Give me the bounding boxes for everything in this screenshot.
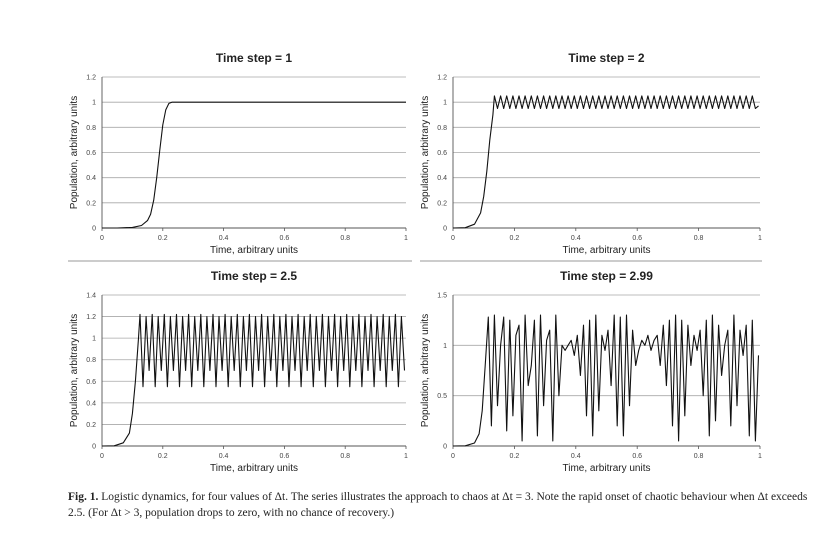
panel-1-y-axis-label: Population, arbitrary units <box>69 96 80 209</box>
panel-1-ytick-label: 0.6 <box>86 150 96 157</box>
panel-2-x-axis-label: Time, arbitrary units <box>563 245 651 256</box>
panel-4-x-axis-label: Time, arbitrary units <box>563 463 651 474</box>
panel-1-xtick-label: 0 <box>100 235 104 242</box>
panel-4-xtick-label: 0.8 <box>694 453 704 460</box>
panel-4-xtick-label: 0.2 <box>510 453 520 460</box>
panel-1-ytick-label: 0.8 <box>86 125 96 132</box>
panel-2-y-axis-label: Population, arbitrary units <box>420 96 431 209</box>
panel-2-xtick-label: 0.8 <box>694 235 704 242</box>
panel-3-series-line <box>101 313 406 447</box>
panel-3-xtick-label: 0.2 <box>158 453 168 460</box>
panel-3-ytick-label: 0.2 <box>86 422 96 429</box>
panel-3-ytick-label: 0.4 <box>86 400 96 407</box>
caption-label: Fig. 1. <box>68 491 99 503</box>
panel-4-ytick-label: 0 <box>443 444 447 451</box>
panel-4-xtick-label: 0.4 <box>571 453 581 460</box>
panel-2-xtick-label: 1 <box>758 235 762 242</box>
panel-4-title: Time step = 2.99 <box>560 269 653 283</box>
panel-1-ytick-label: 0.4 <box>86 175 96 182</box>
panel-2-ytick-label: 0.6 <box>437 150 447 157</box>
panel-4-ytick-label: 0.5 <box>437 393 447 400</box>
panel-2-xtick-label: 0.6 <box>632 235 642 242</box>
panel-1-xtick-label: 0.2 <box>158 235 168 242</box>
panel-1-title: Time step = 1 <box>216 51 292 65</box>
panel-4-xtick-label: 0 <box>451 453 455 460</box>
panel-3-x-axis-label: Time, arbitrary units <box>210 463 298 474</box>
panel-1-xtick-label: 0.6 <box>280 235 290 242</box>
panel-1-ytick-label: 1.2 <box>86 75 96 82</box>
panel-1-x-axis-label: Time, arbitrary units <box>210 245 298 256</box>
panel-3-xtick-label: 0 <box>100 453 104 460</box>
panel-2-series-line <box>452 95 759 229</box>
panel-1-ytick-label: 0.2 <box>86 200 96 207</box>
panel-2-ytick-label: 0.4 <box>437 175 447 182</box>
panel-1-ytick-label: 0 <box>92 226 96 233</box>
panel-1-ytick-label: 1 <box>92 100 96 107</box>
caption-text: Logistic dynamics, for four values of Δt… <box>68 491 808 519</box>
panel-3-xtick-label: 0.8 <box>340 453 350 460</box>
panel-4-xtick-label: 0.6 <box>632 453 642 460</box>
panel-1-xtick-label: 0.4 <box>219 235 229 242</box>
figure-caption: Fig. 1. Logistic dynamics, for four valu… <box>68 489 808 521</box>
panel-2-title: Time step = 2 <box>568 51 644 65</box>
panel-3-y-axis-label: Population, arbitrary units <box>69 314 80 427</box>
panel-2-ytick-label: 1 <box>443 100 447 107</box>
panel-3-xtick-label: 1 <box>404 453 408 460</box>
panel-4-series-line <box>452 314 760 447</box>
panel-3-ytick-label: 1.4 <box>86 293 96 300</box>
panel-3-ytick-label: 1.2 <box>86 314 96 321</box>
panel-2-xtick-label: 0 <box>451 235 455 242</box>
panel-2-ytick-label: 1.2 <box>437 75 447 82</box>
panel-4-xtick-label: 1 <box>758 453 762 460</box>
panel-4-y-axis-label: Population, arbitrary units <box>420 314 431 427</box>
panel-2-ytick-label: 0 <box>443 226 447 233</box>
panel-2-ytick-label: 0.2 <box>437 200 447 207</box>
panel-1-xtick-label: 0.8 <box>340 235 350 242</box>
panel-2-xtick-label: 0.4 <box>571 235 581 242</box>
panel-3-ytick-label: 1 <box>92 336 96 343</box>
panel-1-xtick-label: 1 <box>404 235 408 242</box>
panel-3-xtick-label: 0.4 <box>219 453 229 460</box>
panel-3-ytick-label: 0.8 <box>86 357 96 364</box>
panel-1-series-line <box>102 101 406 229</box>
panel-3-ytick-label: 0 <box>92 444 96 451</box>
panel-3-xtick-label: 0.6 <box>280 453 290 460</box>
panel-4-ytick-label: 1.5 <box>437 293 447 300</box>
panel-2-xtick-label: 0.2 <box>510 235 520 242</box>
panel-4-ytick-label: 1 <box>443 343 447 350</box>
panel-3-ytick-label: 0.6 <box>86 379 96 386</box>
panel-2-ytick-label: 0.8 <box>437 125 447 132</box>
panel-3-title: Time step = 2.5 <box>211 269 297 283</box>
